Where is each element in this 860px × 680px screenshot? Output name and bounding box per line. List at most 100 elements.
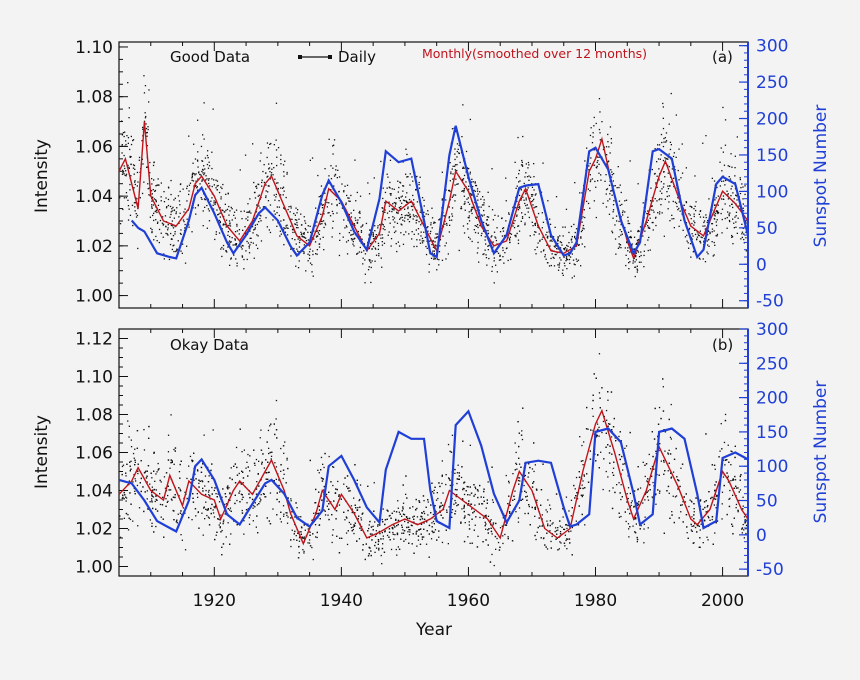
daily-point xyxy=(151,494,153,496)
daily-point xyxy=(433,257,435,259)
daily-point xyxy=(619,229,621,231)
daily-point xyxy=(165,472,168,474)
daily-point xyxy=(184,262,187,264)
daily-point xyxy=(201,180,203,182)
daily-point xyxy=(620,231,623,233)
daily-point xyxy=(172,509,174,512)
daily-point xyxy=(610,142,613,144)
daily-point xyxy=(197,511,199,513)
daily-point xyxy=(461,466,463,468)
daily-point xyxy=(646,221,648,223)
daily-point xyxy=(582,464,584,466)
daily-point xyxy=(465,181,467,183)
daily-point xyxy=(218,232,221,234)
daily-point xyxy=(370,281,372,284)
daily-point xyxy=(164,487,167,489)
daily-point xyxy=(668,123,670,125)
daily-point xyxy=(602,488,604,491)
daily-point xyxy=(527,476,529,478)
daily-point xyxy=(481,215,484,217)
daily-point xyxy=(461,178,464,181)
daily-point xyxy=(579,436,581,438)
daily-point xyxy=(726,227,728,229)
daily-point xyxy=(202,168,204,171)
daily-point xyxy=(679,485,681,488)
daily-point xyxy=(412,516,414,518)
daily-point xyxy=(151,495,153,497)
daily-point xyxy=(312,558,314,561)
daily-point xyxy=(409,213,411,215)
daily-point xyxy=(715,495,717,498)
daily-point xyxy=(202,487,204,489)
daily-point xyxy=(295,207,297,209)
daily-point xyxy=(123,498,125,500)
daily-point xyxy=(249,497,251,499)
daily-point xyxy=(693,511,695,513)
daily-point xyxy=(220,196,222,198)
daily-point xyxy=(721,232,723,234)
daily-point xyxy=(389,193,391,195)
daily-point xyxy=(134,448,136,450)
daily-point xyxy=(324,222,326,224)
daily-point xyxy=(386,534,389,537)
daily-point xyxy=(344,477,346,479)
daily-point xyxy=(700,236,702,238)
daily-point xyxy=(205,501,207,503)
daily-point xyxy=(508,511,511,513)
daily-point xyxy=(203,198,206,200)
daily-point xyxy=(377,227,379,229)
daily-point xyxy=(624,211,626,213)
daily-point xyxy=(451,511,453,514)
daily-point xyxy=(372,238,375,240)
daily-point xyxy=(490,236,492,238)
daily-point xyxy=(130,446,133,448)
daily-point xyxy=(211,477,213,479)
daily-point xyxy=(262,170,264,173)
daily-point xyxy=(408,214,410,217)
daily-point xyxy=(259,497,261,499)
daily-point xyxy=(218,191,221,194)
daily-point xyxy=(705,214,707,216)
daily-point xyxy=(392,216,394,218)
daily-point xyxy=(526,495,528,497)
daily-point xyxy=(670,477,672,479)
daily-point xyxy=(504,524,507,526)
daily-point xyxy=(406,153,408,156)
daily-point xyxy=(241,218,243,220)
daily-point xyxy=(640,261,642,263)
daily-point xyxy=(348,200,350,202)
daily-point xyxy=(609,198,611,200)
daily-point xyxy=(132,481,134,483)
daily-point xyxy=(193,452,195,454)
daily-point xyxy=(481,503,484,505)
daily-point xyxy=(714,204,716,206)
daily-point xyxy=(148,187,150,189)
daily-point xyxy=(317,512,319,515)
daily-point xyxy=(312,275,314,277)
daily-point xyxy=(620,247,622,249)
daily-point xyxy=(581,221,583,223)
daily-point xyxy=(559,533,562,535)
daily-point xyxy=(273,210,275,212)
daily-point xyxy=(708,517,710,519)
daily-point xyxy=(531,201,533,203)
daily-point xyxy=(557,549,559,551)
daily-point xyxy=(598,98,601,100)
daily-point xyxy=(188,190,190,192)
daily-point xyxy=(391,527,393,529)
daily-point xyxy=(659,190,661,192)
daily-point xyxy=(675,202,678,205)
daily-point xyxy=(663,137,665,140)
daily-point xyxy=(211,197,213,199)
daily-point xyxy=(234,217,236,219)
daily-point xyxy=(572,259,575,261)
daily-point xyxy=(284,231,287,233)
daily-point xyxy=(744,522,746,524)
daily-point xyxy=(307,260,309,262)
daily-point xyxy=(381,234,383,236)
daily-point xyxy=(275,139,277,141)
daily-point xyxy=(407,215,409,217)
daily-point xyxy=(664,162,666,164)
daily-point xyxy=(638,238,640,241)
daily-point xyxy=(162,496,164,498)
